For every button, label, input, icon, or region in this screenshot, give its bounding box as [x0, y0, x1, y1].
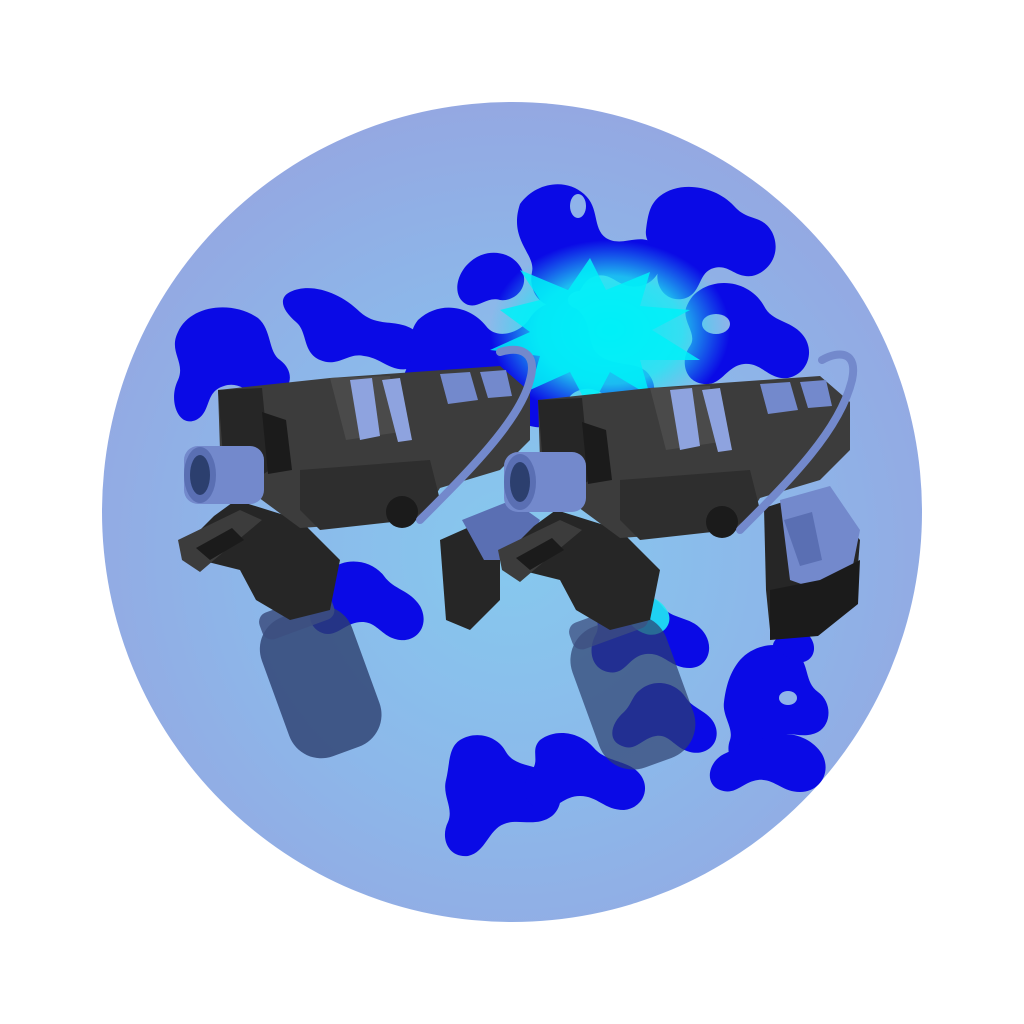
right-pistol [498, 350, 860, 770]
left-pistol [178, 345, 540, 759]
